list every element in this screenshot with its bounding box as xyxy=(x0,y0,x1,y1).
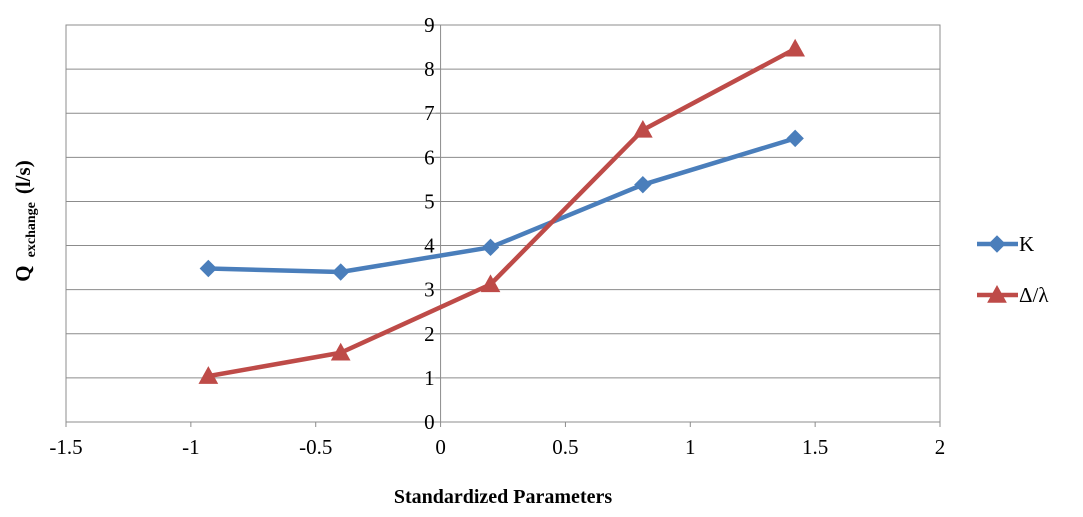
x-tick-label: 0.5 xyxy=(552,435,578,459)
y-tick-labels: 0 1 2 3 4 5 6 7 8 9 xyxy=(424,13,435,434)
x-tick-label: 1 xyxy=(685,435,696,459)
diamond-marker xyxy=(331,263,350,281)
axes xyxy=(65,24,941,427)
y-tick-label: 4 xyxy=(424,234,435,258)
triangle-marker xyxy=(198,366,219,384)
diamond-marker xyxy=(634,175,652,194)
diamond-marker xyxy=(481,238,500,257)
y-axis-title-main: Q xyxy=(11,265,35,281)
triangle-marker xyxy=(330,342,351,361)
x-tick-label: 1.5 xyxy=(802,435,828,459)
diamond-marker xyxy=(199,259,218,278)
x-tick-label: 2 xyxy=(935,435,946,459)
x-tick-label: -0.5 xyxy=(299,435,332,459)
y-axis-title: Q exchange (l/s) xyxy=(11,160,39,281)
series-2 xyxy=(198,38,806,384)
gridlines xyxy=(66,24,940,379)
diamond-marker xyxy=(786,129,804,148)
x-tick-labels: -1.5 -1 -0.5 0 0.5 1 1.5 2 xyxy=(49,435,945,459)
series-1 xyxy=(199,129,804,281)
triangle-marker xyxy=(480,274,501,293)
series-layer xyxy=(198,38,806,384)
y-tick-label: 3 xyxy=(424,278,435,302)
legend-item: K xyxy=(977,232,1034,256)
legend-item: Δ/λ xyxy=(977,283,1049,307)
y-tick-label: 5 xyxy=(424,189,435,213)
triangle-marker xyxy=(785,38,806,57)
legend-label: K xyxy=(1019,232,1034,256)
x-tick-label: 0 xyxy=(435,435,446,459)
y-tick-label: 0 xyxy=(424,410,435,434)
plot-area xyxy=(65,24,941,423)
y-tick-label: 8 xyxy=(424,57,435,81)
legend-triangle-icon xyxy=(987,284,1007,303)
triangle-marker xyxy=(632,119,653,138)
legend-label: Δ/λ xyxy=(1019,283,1049,307)
y-axis-title-unit: (l/s) xyxy=(11,160,35,194)
y-tick-label: 1 xyxy=(424,366,435,390)
x-tick-label: -1.5 xyxy=(49,435,82,459)
x-axis-title: Standardized Parameters xyxy=(394,486,613,508)
x-tick-label: -1 xyxy=(182,435,200,459)
y-tick-label: 6 xyxy=(424,145,435,169)
legend: K Δ/λ xyxy=(977,232,1049,307)
y-tick-label: 7 xyxy=(424,101,435,125)
y-tick-label: 2 xyxy=(424,322,435,346)
legend-diamond-icon xyxy=(988,235,1006,253)
y-tick-label: 9 xyxy=(424,13,435,37)
y-axis-title-subscript: exchange xyxy=(24,202,39,257)
